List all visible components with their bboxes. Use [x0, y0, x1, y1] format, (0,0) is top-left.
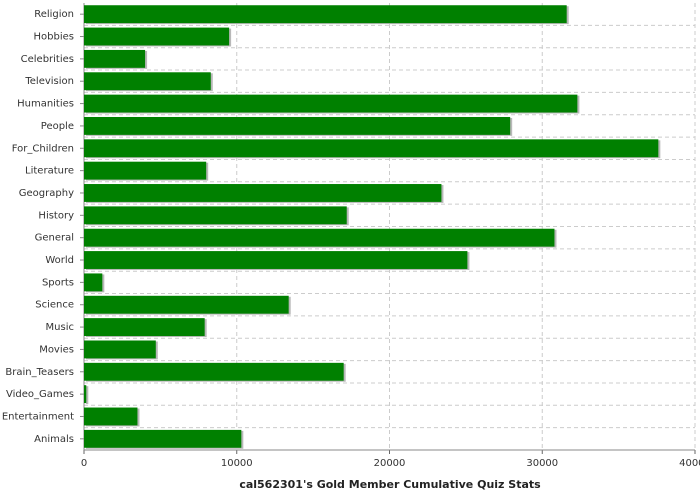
bar — [84, 49, 146, 68]
y-tick-label: Religion — [34, 9, 74, 20]
y-tick-label: World — [45, 255, 74, 266]
y-tick-label: Television — [24, 76, 74, 87]
bar — [84, 27, 230, 46]
y-tick-label: Entertainment — [2, 411, 74, 422]
bar — [84, 94, 578, 113]
y-tick-label: Sports — [42, 277, 74, 288]
bar — [84, 295, 289, 314]
x-tick-label: 0 — [81, 458, 87, 469]
y-tick-label: Humanities — [17, 99, 74, 110]
y-tick-label: Hobbies — [34, 32, 74, 43]
bar — [84, 273, 103, 292]
x-tick-label: 40000 — [679, 458, 700, 469]
bar — [84, 72, 211, 91]
x-tick-label: 30000 — [526, 458, 558, 469]
x-tick-label: 10000 — [221, 458, 253, 469]
bar — [84, 385, 87, 404]
bar — [84, 429, 242, 448]
x-axis-label: cal562301's Gold Member Cumulative Quiz … — [239, 478, 541, 491]
y-tick-label: General — [35, 233, 74, 244]
y-tick-label: People — [41, 121, 74, 132]
bar — [84, 139, 659, 158]
y-tick-label: Music — [46, 322, 74, 333]
bar — [84, 206, 347, 225]
y-tick-label: Literature — [25, 166, 74, 177]
bar — [84, 251, 468, 269]
bar — [84, 5, 567, 24]
bar — [84, 228, 555, 247]
y-tick-label: Geography — [19, 188, 74, 199]
y-tick-label: History — [38, 210, 74, 221]
bar — [84, 340, 156, 359]
bar — [84, 318, 205, 337]
y-tick-label: Brain_Teasers — [5, 367, 74, 378]
bar — [84, 184, 442, 202]
bar — [84, 116, 511, 135]
y-tick-label: Movies — [39, 344, 74, 355]
y-tick-label: Celebrities — [21, 54, 74, 65]
y-tick-label: Video_Games — [6, 389, 74, 400]
x-tick-label: 20000 — [374, 458, 406, 469]
y-tick-label: Science — [35, 300, 74, 311]
y-tick-label: Animals — [34, 434, 74, 445]
bar — [84, 362, 344, 381]
bar — [84, 407, 138, 426]
y-tick-label: For_Children — [12, 143, 74, 154]
bar — [84, 161, 207, 180]
